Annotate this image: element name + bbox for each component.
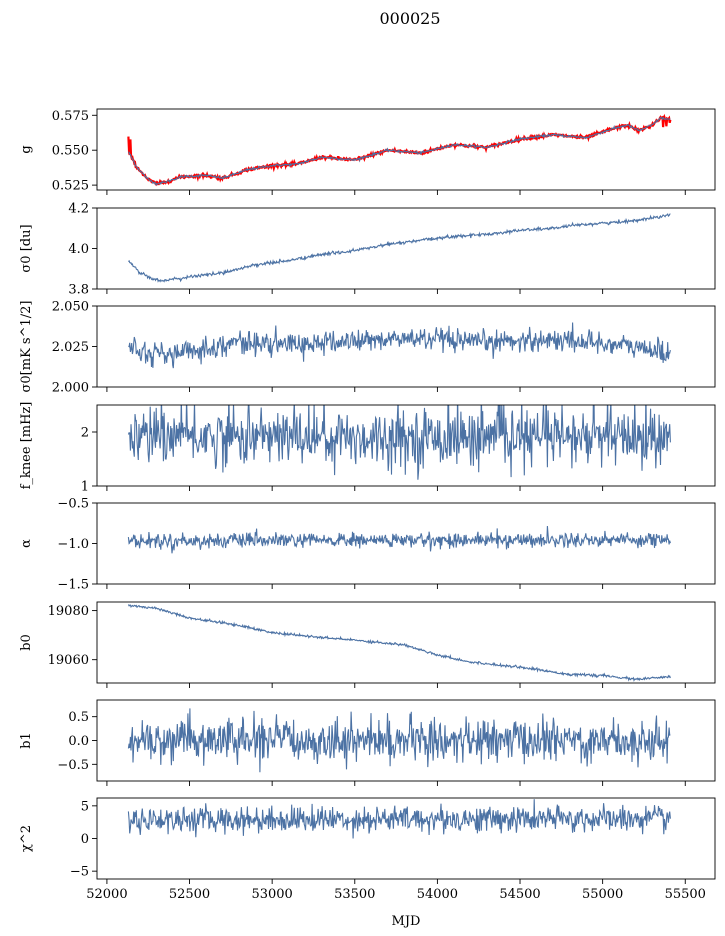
panel-4: 1 2 f_knee [mHz] (19, 402, 716, 495)
x-tick-label: 52000 (86, 887, 127, 902)
y-tick-label: 0.0 (68, 734, 89, 749)
series-line (128, 116, 671, 186)
series-line (127, 405, 671, 480)
y-tick-label: −0.5 (57, 497, 89, 512)
y-tick-label: 0 (81, 832, 89, 847)
panel-2: 3.8 4.0 4.2 σ0 [du] (19, 202, 716, 298)
y-tick-label: 2.050 (52, 300, 89, 315)
y-tick-label: 1 (81, 480, 89, 495)
y-tick-label: 2.025 (52, 340, 89, 355)
y-tick-label: 2.000 (52, 381, 89, 396)
panel-6: 19060 19080 b0 (19, 601, 716, 688)
y-tick-label: 4.2 (68, 202, 89, 217)
x-tick-label: 54500 (499, 887, 540, 902)
panel-frame (96, 404, 716, 487)
x-tick-label: 55500 (665, 887, 706, 902)
y-tick-label: 19060 (48, 653, 89, 668)
x-tick-label: 54000 (417, 887, 458, 902)
chart-title: 000025 (379, 9, 440, 28)
panel-5: −1.5 −1.0 −0.5 α (19, 497, 716, 593)
y-axis-label: α (19, 539, 34, 548)
series-line (127, 604, 671, 682)
panel-7: −0.5 0.0 0.5 b1 (19, 699, 716, 786)
x-tick-label: 55000 (582, 887, 623, 902)
panel-frame (96, 108, 716, 191)
y-axis-label: σ0 [du] (19, 224, 34, 272)
y-tick-label: 19080 (48, 604, 89, 619)
y-axis-label: b0 (19, 634, 34, 651)
series-line (127, 525, 671, 554)
y-tick-label: 4.0 (68, 242, 89, 257)
y-tick-label: 0.525 (52, 179, 89, 194)
panel-3: 2.000 2.025 2.050 σ0[mK s^1/2] (19, 300, 716, 396)
y-axis-label: g (19, 145, 34, 153)
y-axis-label: σ0[mK s^1/2] (19, 301, 34, 393)
y-tick-label: −0.5 (57, 758, 89, 773)
series-line (127, 799, 671, 839)
y-tick-label: −1.0 (57, 537, 89, 552)
x-tick-label: 52500 (169, 887, 210, 902)
y-tick-label: 0.550 (52, 144, 89, 159)
series-line (128, 322, 671, 369)
y-tick-label: 3.8 (68, 283, 89, 298)
y-axis-label: b1 (19, 732, 34, 749)
y-axis-label: f_knee [mHz] (19, 402, 34, 490)
y-tick-label: 0.5 (68, 710, 89, 725)
x-axis-label: MJD (392, 914, 421, 929)
x-tick-label: 53500 (334, 887, 375, 902)
panel-frame (96, 601, 716, 684)
y-axis-label: χ^2 (19, 825, 34, 852)
y-tick-label: 5 (81, 799, 89, 814)
series-line (128, 213, 671, 283)
panel-1: 0.525 0.550 0.575 g (19, 108, 716, 195)
x-tick-label: 53000 (251, 887, 292, 902)
y-tick-label: 0.575 (52, 109, 89, 124)
y-tick-label: −1.5 (57, 578, 89, 593)
y-tick-label: −5 (70, 865, 89, 880)
y-tick-label: 2 (81, 426, 89, 441)
panel-8: −5 0 5 52000 52500 53000 53500 54000 54500 55000 5… (19, 797, 716, 902)
series-line (127, 708, 671, 773)
